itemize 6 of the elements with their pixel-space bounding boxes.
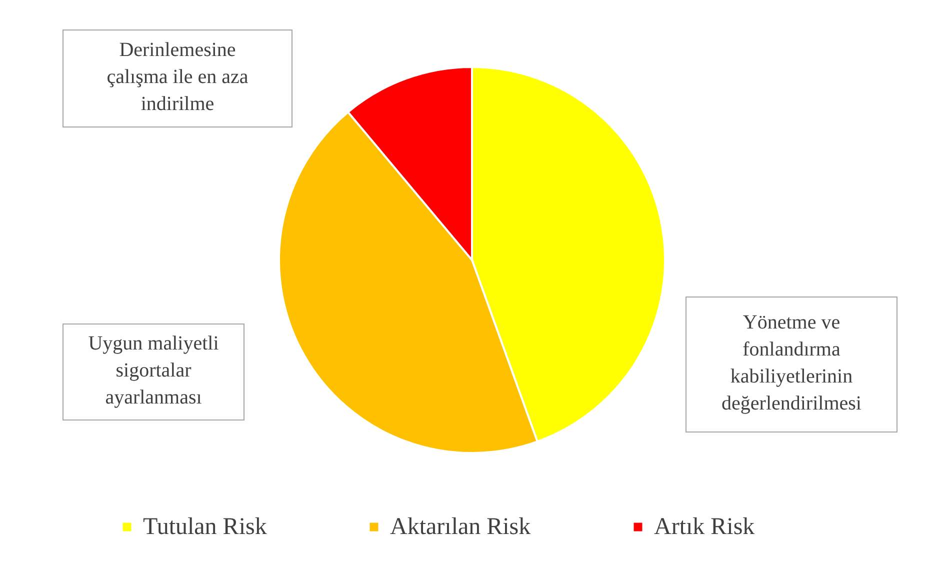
legend-label: Artık Risk <box>654 514 755 540</box>
text: Yönetme ve fonlandırma kabiliyetlerinin değerlendirilmesi <box>722 312 862 414</box>
legend-label: Aktarılan Risk <box>390 514 531 540</box>
text: Uygun maliyetli sigortalar ayarlanması <box>88 332 220 408</box>
text: Derinlemesine çalışma ile en aza indirilme <box>106 39 248 115</box>
legend-label: Tutulan Risk <box>143 514 267 540</box>
